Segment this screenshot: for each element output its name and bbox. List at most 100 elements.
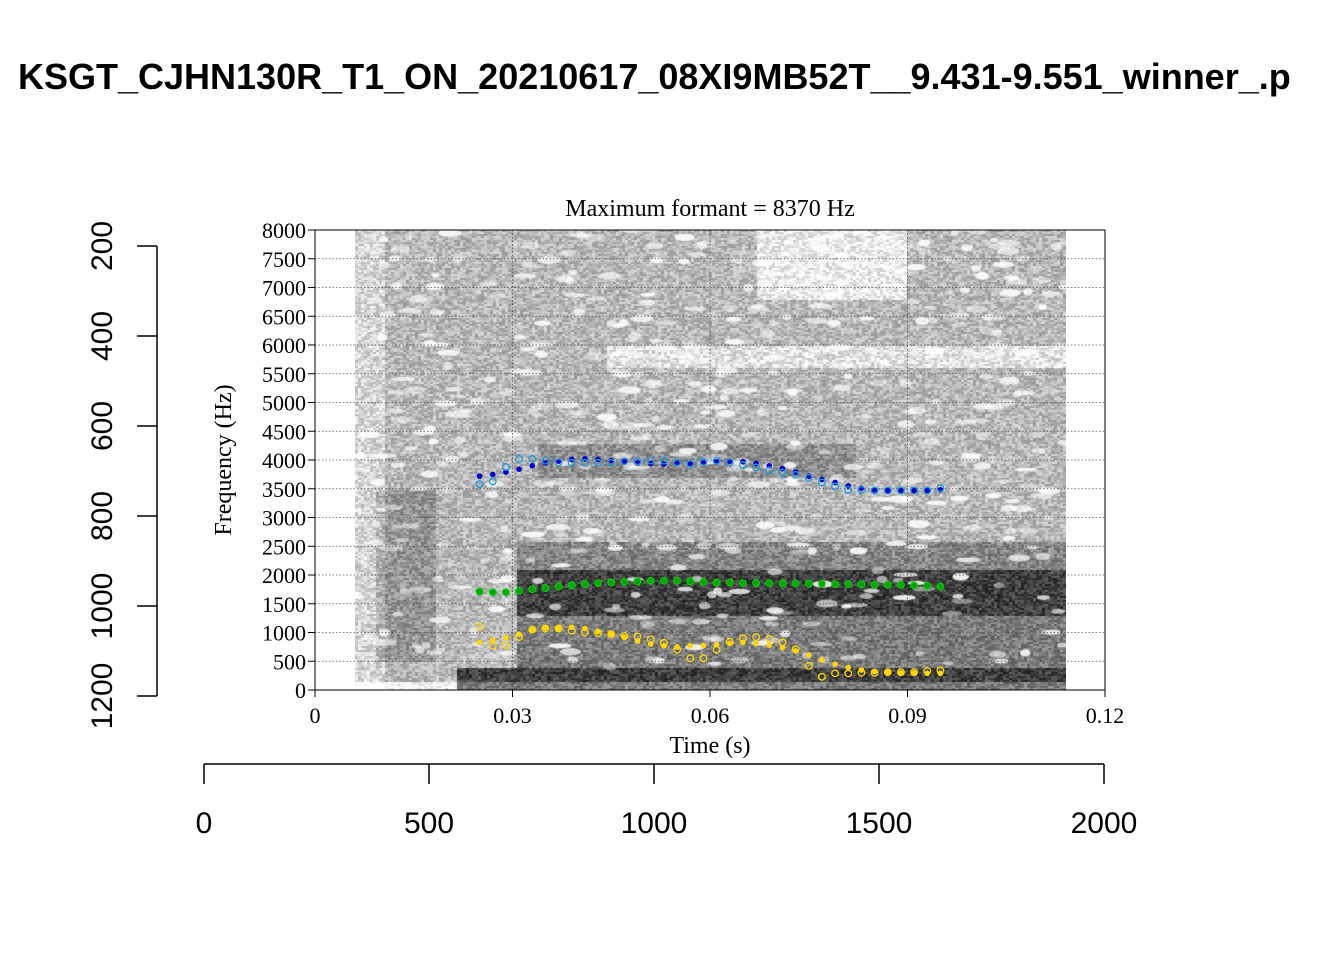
formant-point-f1-alt bbox=[712, 645, 721, 654]
formant-point-f2 bbox=[740, 580, 746, 586]
formant-point-f2 bbox=[871, 581, 878, 588]
formant-point-f1-alt bbox=[817, 672, 826, 681]
formant-point-f3-alt bbox=[791, 471, 800, 479]
formant-point-f2-alt bbox=[528, 585, 537, 594]
y-tick-label: 2000 bbox=[262, 563, 306, 588]
formant-point-f1-alt bbox=[936, 666, 945, 675]
formant-point-f1-alt bbox=[646, 635, 655, 644]
formant-point-f2 bbox=[884, 581, 891, 588]
formant-point-f2 bbox=[779, 580, 786, 587]
formant-point-f2 bbox=[542, 585, 549, 592]
bottom-axis-label: 2000 bbox=[1071, 807, 1138, 840]
formant-point-f1-alt bbox=[725, 637, 734, 646]
y-tick-label: 4000 bbox=[262, 448, 306, 473]
figure-title: KSGT_CJHN130R_T1_ON_20210617_08XI9MB52T_… bbox=[18, 56, 1291, 97]
formant-point-f3 bbox=[898, 487, 904, 494]
formant-point-f1 bbox=[779, 644, 786, 651]
formant-point-f2-alt bbox=[488, 588, 497, 597]
formant-point-f3-alt bbox=[896, 486, 905, 495]
formant-point-f1 bbox=[529, 627, 536, 633]
formant-point-f1-alt bbox=[752, 633, 761, 642]
formant-point-f3-alt bbox=[528, 454, 537, 463]
formant-point-f2 bbox=[819, 580, 825, 587]
formant-point-f2-alt bbox=[580, 580, 589, 589]
formant-point-f3-alt bbox=[844, 485, 853, 494]
formant-point-f1 bbox=[476, 639, 483, 646]
formant-point-f1-alt bbox=[857, 668, 866, 677]
formant-point-f3-alt bbox=[620, 457, 629, 466]
formant-point-f2-alt bbox=[594, 579, 603, 587]
x-tick-label: 0.06 bbox=[691, 703, 730, 728]
y-tick-label: 3000 bbox=[262, 506, 306, 531]
formant-point-f1-alt bbox=[910, 668, 919, 677]
formant-point-f3-alt bbox=[804, 473, 813, 482]
x-axis-label: Time (s) bbox=[669, 733, 750, 759]
formant-point-f1-alt bbox=[594, 629, 603, 638]
formant-point-f3 bbox=[489, 471, 496, 478]
formant-point-f3-alt bbox=[752, 463, 761, 472]
formant-point-f3 bbox=[884, 487, 891, 494]
formant-point-f2 bbox=[647, 577, 654, 584]
x-tick-label: 0.12 bbox=[1086, 703, 1125, 728]
y-tick-label: 1000 bbox=[262, 621, 306, 646]
formant-point-f2 bbox=[753, 580, 759, 586]
formant-point-f2 bbox=[555, 583, 562, 590]
formant-point-f3-alt bbox=[712, 456, 721, 465]
formant-point-f1-alt bbox=[620, 632, 629, 640]
formant-point-f2 bbox=[713, 579, 720, 586]
left-axis-label: 800 bbox=[86, 491, 119, 541]
formant-point-f3-alt bbox=[910, 486, 919, 495]
formant-point-f1 bbox=[766, 642, 773, 648]
formant-point-f3-alt bbox=[673, 458, 682, 467]
formant-point-f2-alt bbox=[817, 579, 826, 588]
formant-point-f2-alt bbox=[620, 577, 629, 586]
formant-point-f3-alt bbox=[646, 456, 655, 465]
formant-point-f2 bbox=[792, 580, 799, 587]
formant-point-f3-alt bbox=[883, 486, 892, 495]
formant-point-f3-alt bbox=[857, 485, 866, 494]
formant-point-f1-alt bbox=[488, 641, 497, 650]
formant-point-f2-alt bbox=[883, 580, 892, 589]
formant-point-f1-alt bbox=[844, 669, 853, 678]
formant-point-f3-alt bbox=[488, 477, 497, 486]
formant-point-f2-alt bbox=[646, 576, 655, 585]
y-tick-label: 8000 bbox=[262, 218, 306, 243]
y-tick-label: 5000 bbox=[262, 391, 306, 416]
formant-point-f2 bbox=[674, 577, 680, 584]
left-axis-label: 1000 bbox=[86, 573, 119, 640]
formant-point-f3-alt bbox=[738, 461, 747, 470]
formant-point-f2-alt bbox=[725, 578, 734, 587]
y-tick-label: 0 bbox=[295, 678, 306, 703]
formant-point-f3-alt bbox=[870, 486, 879, 495]
formant-point-f2 bbox=[661, 577, 667, 584]
bottom-axis-label: 500 bbox=[404, 807, 454, 840]
formant-point-f2 bbox=[766, 580, 773, 586]
formant-point-f2 bbox=[634, 578, 641, 585]
formant-point-f2-alt bbox=[765, 579, 774, 587]
formant-point-f1 bbox=[898, 669, 904, 676]
formant-point-f3-alt bbox=[725, 458, 734, 467]
formant-point-f3-alt bbox=[554, 458, 563, 467]
formant-point-f2 bbox=[595, 580, 601, 586]
formant-point-f1-alt bbox=[475, 622, 484, 631]
formant-point-f2 bbox=[726, 579, 733, 586]
formant-point-f2 bbox=[937, 583, 944, 590]
x-tick-label: 0.03 bbox=[493, 703, 532, 728]
formant-point-f3-alt bbox=[594, 458, 603, 467]
formant-point-f2-alt bbox=[501, 588, 510, 597]
formant-point-f2 bbox=[924, 583, 931, 589]
left-axis-label: 200 bbox=[86, 221, 119, 271]
y-tick-label: 4500 bbox=[262, 419, 306, 444]
formant-point-f2-alt bbox=[554, 582, 563, 591]
bottom-axis-label: 0 bbox=[196, 807, 213, 840]
formant-point-f3 bbox=[621, 458, 628, 465]
formant-point-f2-alt bbox=[910, 581, 919, 590]
formant-point-f2-alt bbox=[857, 580, 866, 589]
formant-point-f2-alt bbox=[936, 582, 945, 591]
formant-point-f1-alt bbox=[567, 626, 576, 635]
formant-point-f2-alt bbox=[831, 580, 840, 589]
formant-point-f3-alt bbox=[607, 458, 616, 467]
formant-point-f3-alt bbox=[936, 484, 945, 493]
formant-point-f2 bbox=[845, 581, 852, 587]
